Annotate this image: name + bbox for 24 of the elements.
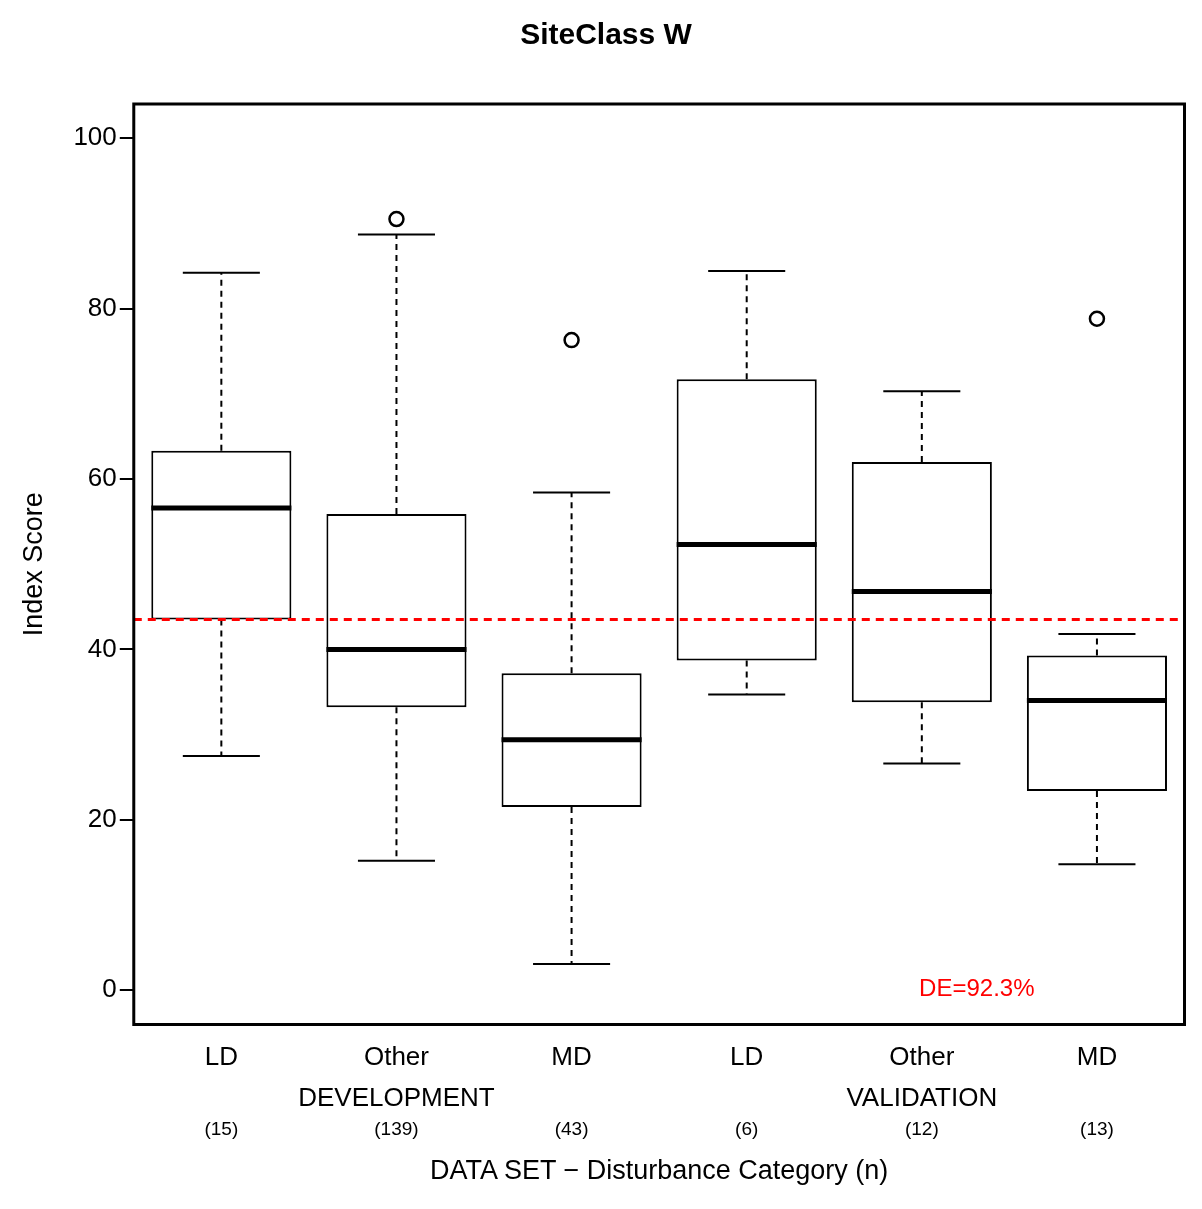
annotation: DE=92.3% bbox=[919, 974, 1035, 1002]
text: VALIDATION bbox=[846, 1081, 998, 1112]
y-tick-label: 0 bbox=[102, 973, 117, 1004]
x-tick-label: Other bbox=[363, 1041, 430, 1072]
y-tick-label: 40 bbox=[87, 632, 117, 663]
text: DEVELOPMENT bbox=[298, 1081, 495, 1112]
text: (43) bbox=[554, 1117, 589, 1139]
y-axis-title: Index Score bbox=[17, 492, 48, 637]
text: (6) bbox=[735, 1117, 759, 1139]
text: (139) bbox=[374, 1117, 419, 1139]
text: (13) bbox=[1080, 1117, 1114, 1139]
y-tick-label: 100 bbox=[73, 121, 117, 152]
y-tick-label: 20 bbox=[87, 803, 117, 834]
x-tick-label: MD bbox=[551, 1041, 592, 1072]
x-tick-label: Other bbox=[889, 1041, 955, 1072]
x-tick-label: LD bbox=[204, 1041, 238, 1072]
chart-title: SiteClass W bbox=[520, 17, 693, 51]
x-tick-label: MD bbox=[1076, 1041, 1118, 1072]
x-tick-label: LD bbox=[730, 1041, 764, 1072]
y-tick-label: 80 bbox=[87, 291, 117, 322]
y-tick-label: 60 bbox=[87, 462, 117, 493]
x-axis-title: DATA SET − Disturbance Category (n) bbox=[429, 1155, 889, 1186]
text: (15) bbox=[204, 1117, 239, 1139]
text: (12) bbox=[904, 1117, 939, 1139]
